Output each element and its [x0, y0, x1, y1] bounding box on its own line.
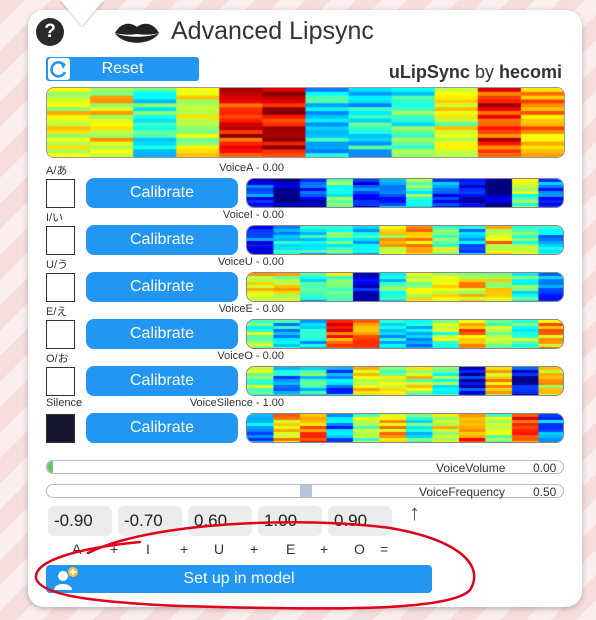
- formula-token: O: [354, 541, 365, 557]
- phoneme-color-box[interactable]: [46, 414, 75, 443]
- mfcc-canvas: [247, 273, 563, 301]
- calibrate-button[interactable]: Calibrate: [86, 272, 238, 302]
- formula-token: +: [250, 541, 259, 557]
- mfcc-history-spectrogram: [46, 87, 565, 158]
- lips-icon: [115, 23, 159, 43]
- voice-weight-label: VoiceU - 0.00: [217, 256, 284, 268]
- calibrate-button[interactable]: Calibrate: [86, 413, 238, 443]
- calibrate-button[interactable]: Calibrate: [86, 178, 238, 208]
- mfcc-canvas: [247, 226, 563, 254]
- phoneme-row: A/あ VoiceA - 0.00 Calibrate: [46, 162, 566, 210]
- phoneme-color-box[interactable]: [46, 320, 75, 349]
- phoneme-row: Silence VoiceSilence - 1.00 Calibrate: [46, 397, 566, 445]
- refresh-icon[interactable]: [48, 58, 70, 80]
- mfcc-canvas: [247, 414, 563, 442]
- weight-o-field[interactable]: 0.90: [328, 506, 392, 536]
- mfcc-strip: [246, 366, 564, 396]
- calibrate-button[interactable]: Calibrate: [86, 319, 238, 349]
- formula-token: E: [286, 541, 296, 557]
- weight-i-field[interactable]: -0.70: [118, 506, 182, 536]
- voice-volume-value: 0.00: [533, 461, 557, 475]
- frequency-thumb[interactable]: [300, 485, 312, 497]
- voice-weight-label: VoiceA - 0.00: [219, 162, 284, 174]
- phoneme-color-box[interactable]: [46, 226, 75, 255]
- phoneme-color-box[interactable]: [46, 273, 75, 302]
- voice-volume-label: VoiceVolume: [436, 461, 506, 475]
- question-icon[interactable]: ?: [36, 18, 64, 46]
- weight-u-field[interactable]: 0.60: [188, 506, 252, 536]
- phoneme-color-box[interactable]: [46, 367, 75, 396]
- voice-frequency-label: VoiceFrequency: [419, 485, 506, 499]
- mfcc-strip: [246, 413, 564, 443]
- brand-author: hecomi: [498, 62, 562, 82]
- calibrate-button[interactable]: Calibrate: [86, 366, 238, 396]
- mfcc-strip: [246, 178, 564, 208]
- formula-token: +: [320, 541, 329, 557]
- volume-fill: [47, 461, 53, 473]
- voice-weight-label: VoiceSilence - 1.00: [189, 397, 284, 409]
- panel-tab-notch: [60, 0, 104, 26]
- phoneme-label: I/い: [46, 212, 64, 224]
- formula-token: +: [110, 541, 119, 557]
- spectrogram-canvas: [47, 88, 564, 157]
- mfcc-strip: [246, 272, 564, 302]
- phoneme-label: Silence: [46, 397, 83, 409]
- formula-token: I: [146, 541, 150, 557]
- phoneme-row: O/お VoiceO - 0.00 Calibrate: [46, 350, 566, 398]
- formula-token: +: [180, 541, 189, 557]
- weight-a-field[interactable]: -0.90: [48, 506, 112, 536]
- reset-button[interactable]: Reset: [46, 57, 199, 81]
- voice-frequency-value: 0.50: [533, 485, 557, 499]
- phoneme-row: U/う VoiceU - 0.00 Calibrate: [46, 256, 566, 304]
- phoneme-row: I/い VoiceI - 0.00 Calibrate: [46, 209, 566, 257]
- phoneme-label: E/え: [46, 306, 68, 318]
- add-user-icon: [54, 567, 78, 590]
- voice-weight-label: VoiceI - 0.00: [222, 209, 284, 221]
- voice-weight-label: VoiceO - 0.00: [217, 350, 284, 362]
- mfcc-canvas: [247, 367, 563, 395]
- page-title: Advanced Lipsync: [171, 17, 374, 45]
- voice-frequency-slider[interactable]: [46, 484, 564, 498]
- calibrate-button[interactable]: Calibrate: [86, 225, 238, 255]
- brand-by: by: [474, 62, 494, 82]
- formula-token: U: [214, 541, 225, 557]
- phoneme-label: A/あ: [46, 165, 68, 177]
- setup-in-model-button[interactable]: Set up in model: [46, 565, 432, 593]
- phoneme-row: E/え VoiceE - 0.00 Calibrate: [46, 303, 566, 351]
- phoneme-label: O/お: [46, 353, 69, 365]
- formula-token: =: [380, 541, 389, 557]
- phoneme-label: U/う: [46, 259, 68, 271]
- phoneme-color-box[interactable]: [46, 179, 75, 208]
- weight-e-field[interactable]: 1.00: [258, 506, 322, 536]
- mfcc-strip: [246, 319, 564, 349]
- voice-weight-label: VoiceE - 0.00: [218, 303, 284, 315]
- brand-name: uLipSync: [388, 62, 470, 82]
- mfcc-canvas: [247, 320, 563, 348]
- mfcc-strip: [246, 225, 564, 255]
- arrow-up-icon: ↑: [409, 500, 420, 525]
- mfcc-canvas: [247, 179, 563, 207]
- formula-token: A: [72, 541, 82, 557]
- brand-credit: uLipSync by hecomi: [389, 62, 562, 83]
- voice-volume-slider[interactable]: [46, 460, 564, 474]
